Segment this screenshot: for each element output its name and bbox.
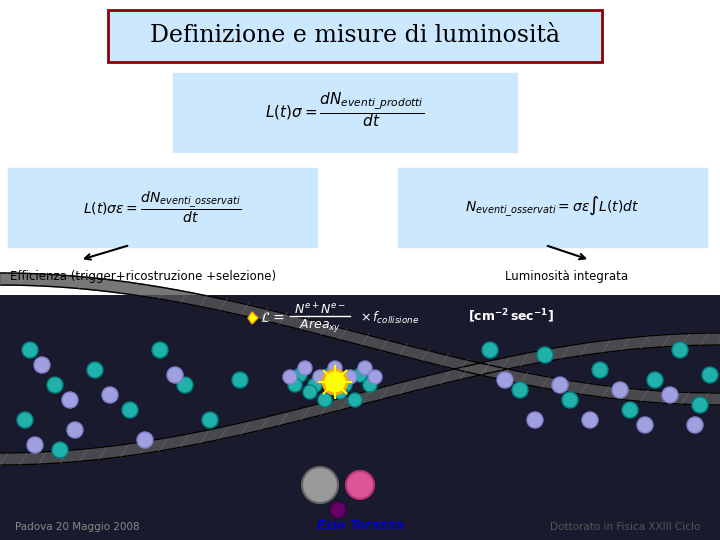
Text: Dottorato in Fisica XXIII Ciclo: Dottorato in Fisica XXIII Ciclo <box>549 522 700 532</box>
Circle shape <box>687 417 703 433</box>
Circle shape <box>34 357 50 373</box>
Circle shape <box>582 412 598 428</box>
Text: $\times\, f_{collisione}$: $\times\, f_{collisione}$ <box>360 310 419 326</box>
Circle shape <box>343 370 357 384</box>
Circle shape <box>363 378 377 392</box>
Circle shape <box>497 372 513 388</box>
Circle shape <box>482 342 498 358</box>
Text: Definizione e misure di luminosità: Definizione e misure di luminosità <box>150 24 560 46</box>
Circle shape <box>288 378 302 392</box>
Circle shape <box>313 370 327 384</box>
Circle shape <box>202 412 218 428</box>
Circle shape <box>612 382 628 398</box>
Text: Ezio Torassa: Ezio Torassa <box>317 519 403 532</box>
Circle shape <box>662 387 678 403</box>
Circle shape <box>137 432 153 448</box>
Circle shape <box>22 342 38 358</box>
Text: $\mathcal{L}=$: $\mathcal{L}=$ <box>260 311 284 325</box>
Text: $Area_{xy}$: $Area_{xy}$ <box>299 316 341 334</box>
Circle shape <box>102 387 118 403</box>
Circle shape <box>348 393 362 407</box>
Circle shape <box>232 372 248 388</box>
Circle shape <box>27 437 43 453</box>
Circle shape <box>87 362 103 378</box>
Circle shape <box>298 361 312 375</box>
Circle shape <box>167 367 183 383</box>
Circle shape <box>672 342 688 358</box>
Text: Efficienza (trigger+ricostruzione +selezione): Efficienza (trigger+ricostruzione +selez… <box>10 270 276 283</box>
Circle shape <box>308 378 322 392</box>
FancyBboxPatch shape <box>173 73 517 152</box>
Text: $L(t)\sigma = \dfrac{dN_{eventi\_prodotti}}{dt}$: $L(t)\sigma = \dfrac{dN_{eventi\_prodott… <box>266 91 425 130</box>
Circle shape <box>293 368 307 382</box>
FancyBboxPatch shape <box>398 168 707 247</box>
Circle shape <box>47 377 63 393</box>
Circle shape <box>177 377 193 393</box>
Circle shape <box>592 362 608 378</box>
Circle shape <box>358 361 372 375</box>
Circle shape <box>52 442 68 458</box>
Circle shape <box>702 367 718 383</box>
Circle shape <box>318 393 332 407</box>
Circle shape <box>527 412 543 428</box>
FancyBboxPatch shape <box>8 168 317 247</box>
Circle shape <box>323 368 337 382</box>
Circle shape <box>152 342 168 358</box>
Circle shape <box>333 385 347 399</box>
Circle shape <box>328 361 342 375</box>
Text: $N_{eventi\_osservati} = \sigma\varepsilon\int L(t)dt$: $N_{eventi\_osservati} = \sigma\varepsil… <box>465 195 639 219</box>
Circle shape <box>346 471 374 499</box>
Polygon shape <box>248 312 258 324</box>
Circle shape <box>512 382 528 398</box>
Circle shape <box>353 368 367 382</box>
Text: $N^{e+}N^{e-}$: $N^{e+}N^{e-}$ <box>294 302 346 318</box>
Circle shape <box>562 392 578 408</box>
FancyBboxPatch shape <box>108 10 602 62</box>
Circle shape <box>302 467 338 503</box>
Text: $L(t)\sigma\varepsilon = \dfrac{dN_{eventi\_osservati}}{dt}$: $L(t)\sigma\varepsilon = \dfrac{dN_{even… <box>83 189 241 225</box>
Circle shape <box>647 372 663 388</box>
Circle shape <box>368 370 382 384</box>
Text: Padova 20 Maggio 2008: Padova 20 Maggio 2008 <box>15 522 140 532</box>
Circle shape <box>330 502 346 518</box>
Circle shape <box>17 412 33 428</box>
Circle shape <box>323 370 347 394</box>
Circle shape <box>622 402 638 418</box>
Bar <box>0 295 720 540</box>
Circle shape <box>637 417 653 433</box>
Text: $\mathbf{[cm^{-2}\,sec^{-1}]}$: $\mathbf{[cm^{-2}\,sec^{-1}]}$ <box>468 307 554 325</box>
Circle shape <box>122 402 138 418</box>
Circle shape <box>283 370 297 384</box>
Circle shape <box>537 347 553 363</box>
Circle shape <box>692 397 708 413</box>
Circle shape <box>303 385 317 399</box>
Text: Luminosità integrata: Luminosità integrata <box>505 270 628 283</box>
Circle shape <box>338 378 352 392</box>
Circle shape <box>62 392 78 408</box>
Circle shape <box>67 422 83 438</box>
Circle shape <box>552 377 568 393</box>
